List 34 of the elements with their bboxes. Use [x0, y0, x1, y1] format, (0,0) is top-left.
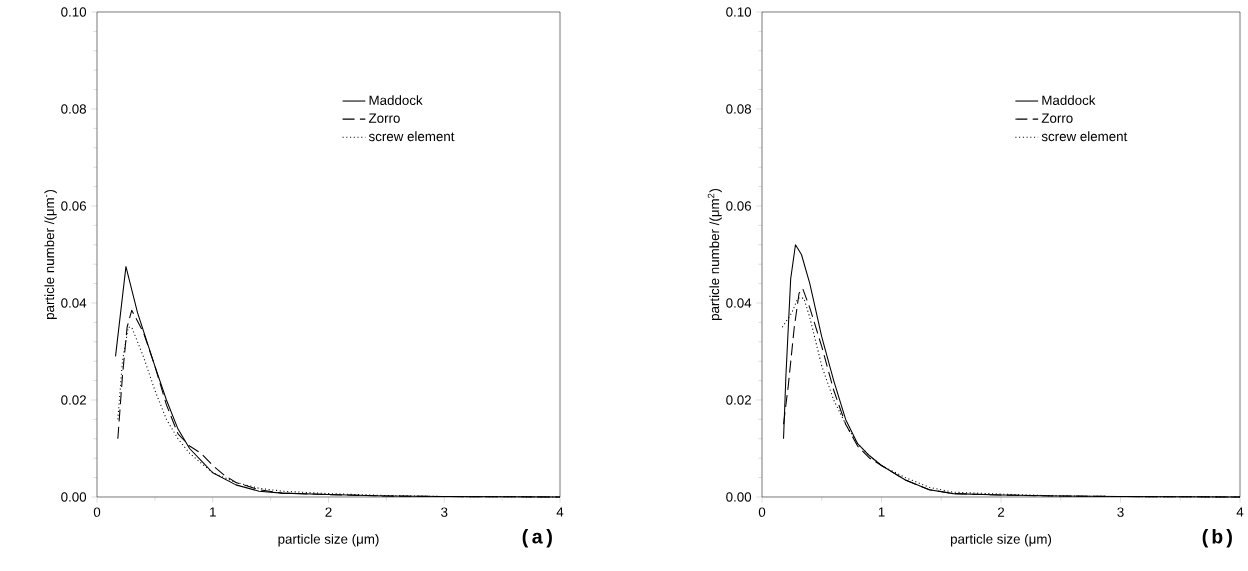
- y-tick-label: 0.10: [61, 7, 87, 17]
- legend-label: Zorro: [368, 113, 400, 123]
- legend-label: Maddock: [1042, 95, 1096, 105]
- x-tick-label: 0: [93, 507, 101, 517]
- y-tick-label: 0.00: [61, 492, 87, 502]
- y-tick-label: 0.06: [726, 201, 752, 211]
- y-tick-label: 0.00: [726, 492, 752, 502]
- y-tick-label: 0.08: [726, 104, 752, 114]
- y-axis-title: particle number /(μm$^{-}$): [44, 189, 57, 320]
- y-tick-label: 0.06: [61, 201, 87, 211]
- x-tick-label: 1: [210, 507, 216, 517]
- x-tick-label: 3: [1117, 507, 1124, 517]
- legend-label: Zorro: [1041, 113, 1073, 123]
- y-tick-label: 0.04: [726, 298, 752, 308]
- legend-label: screw element: [1041, 131, 1128, 142]
- x-axis-title: particle size (μm): [950, 534, 1052, 547]
- y-tick-label: 0.02: [726, 395, 751, 405]
- x-tick-label: 2: [325, 507, 332, 517]
- y-tick-label: 0.08: [61, 104, 87, 114]
- x-tick-label: 1: [878, 507, 885, 517]
- text: (a): [522, 528, 552, 548]
- y-tick-label: 0.04: [61, 298, 87, 308]
- legend-label: Maddock: [369, 95, 423, 105]
- x-tick-label: 0: [758, 507, 766, 517]
- y-tick-label: 0.02: [61, 395, 86, 405]
- x-tick-label: 4: [556, 507, 564, 517]
- x-tick-label: 3: [441, 507, 448, 517]
- y-tick-label: 0.10: [726, 7, 752, 17]
- x-tick-label: 2: [997, 507, 1005, 517]
- legend-label: screw element: [368, 131, 455, 142]
- x-axis-title: particle size (μm): [278, 534, 379, 547]
- text: (b): [1202, 528, 1232, 548]
- x-tick-label: 4: [1236, 507, 1244, 517]
- y-axis-title: particle number /(μm$^{2}$): [707, 188, 722, 321]
